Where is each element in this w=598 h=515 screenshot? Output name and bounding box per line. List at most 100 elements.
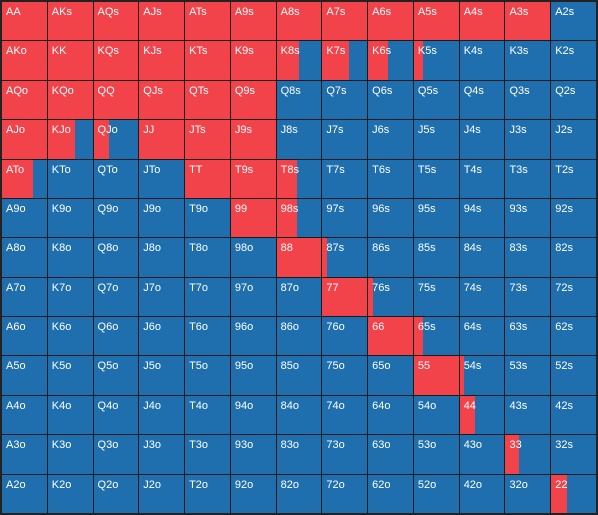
hand-cell-62s[interactable]: 62s bbox=[551, 317, 596, 356]
hand-cell-75s[interactable]: 75s bbox=[413, 277, 459, 317]
hand-cell-qjo[interactable]: QJo bbox=[93, 120, 139, 159]
hand-cell-88[interactable]: 88 bbox=[276, 238, 322, 277]
hand-cell-a7o[interactable]: A7o bbox=[2, 277, 47, 317]
hand-cell-92o[interactable]: 92o bbox=[230, 474, 276, 513]
hand-cell-j6o[interactable]: J6o bbox=[139, 317, 185, 356]
hand-cell-q8s[interactable]: Q8s bbox=[276, 80, 322, 120]
hand-cell-q3o[interactable]: Q3o bbox=[93, 435, 139, 474]
hand-cell-54o[interactable]: 54o bbox=[413, 395, 459, 435]
hand-cell-k4o[interactable]: K4o bbox=[47, 395, 93, 435]
hand-cell-ajo[interactable]: AJo bbox=[2, 120, 47, 159]
hand-cell-72s[interactable]: 72s bbox=[551, 277, 596, 317]
hand-cell-j3o[interactable]: J3o bbox=[139, 435, 185, 474]
hand-cell-q2o[interactable]: Q2o bbox=[93, 474, 139, 513]
hand-cell-a2s[interactable]: A2s bbox=[551, 2, 596, 41]
hand-cell-93o[interactable]: 93o bbox=[230, 435, 276, 474]
hand-cell-t5s[interactable]: T5s bbox=[413, 159, 459, 198]
hand-cell-a4s[interactable]: A4s bbox=[459, 2, 505, 41]
hand-cell-t2o[interactable]: T2o bbox=[185, 474, 230, 513]
hand-cell-tt[interactable]: TT bbox=[185, 159, 230, 198]
hand-cell-k5s[interactable]: K5s bbox=[413, 41, 459, 80]
hand-cell-j7s[interactable]: J7s bbox=[322, 120, 368, 159]
hand-cell-k6o[interactable]: K6o bbox=[47, 317, 93, 356]
hand-cell-k2o[interactable]: K2o bbox=[47, 474, 93, 513]
hand-cell-kk[interactable]: KK bbox=[47, 41, 93, 80]
hand-cell-94o[interactable]: 94o bbox=[230, 395, 276, 435]
hand-cell-j8o[interactable]: J8o bbox=[139, 238, 185, 277]
hand-cell-a9o[interactable]: A9o bbox=[2, 198, 47, 238]
hand-cell-a3o[interactable]: A3o bbox=[2, 435, 47, 474]
hand-cell-85o[interactable]: 85o bbox=[276, 356, 322, 395]
hand-cell-t8s[interactable]: T8s bbox=[276, 159, 322, 198]
hand-cell-96o[interactable]: 96o bbox=[230, 317, 276, 356]
hand-cell-q5o[interactable]: Q5o bbox=[93, 356, 139, 395]
hand-cell-a3s[interactable]: A3s bbox=[505, 2, 551, 41]
hand-cell-a6o[interactable]: A6o bbox=[2, 317, 47, 356]
hand-cell-kjo[interactable]: KJo bbox=[47, 120, 93, 159]
hand-cell-k7o[interactable]: K7o bbox=[47, 277, 93, 317]
hand-cell-q9s[interactable]: Q9s bbox=[230, 80, 276, 120]
hand-cell-q9o[interactable]: Q9o bbox=[93, 198, 139, 238]
hand-cell-qjs[interactable]: QJs bbox=[139, 80, 185, 120]
hand-cell-j3s[interactable]: J3s bbox=[505, 120, 551, 159]
hand-cell-52o[interactable]: 52o bbox=[413, 474, 459, 513]
hand-cell-aqo[interactable]: AQo bbox=[2, 80, 47, 120]
hand-cell-j9s[interactable]: J9s bbox=[230, 120, 276, 159]
hand-cell-q2s[interactable]: Q2s bbox=[551, 80, 596, 120]
hand-cell-97o[interactable]: 97o bbox=[230, 277, 276, 317]
hand-cell-ato[interactable]: ATo bbox=[2, 159, 47, 198]
hand-cell-63s[interactable]: 63s bbox=[505, 317, 551, 356]
hand-cell-t2s[interactable]: T2s bbox=[551, 159, 596, 198]
hand-cell-62o[interactable]: 62o bbox=[368, 474, 413, 513]
hand-cell-k7s[interactable]: K7s bbox=[322, 41, 368, 80]
hand-cell-ajs[interactable]: AJs bbox=[139, 2, 185, 41]
hand-cell-73s[interactable]: 73s bbox=[505, 277, 551, 317]
hand-cell-76s[interactable]: 76s bbox=[368, 277, 413, 317]
hand-cell-t7s[interactable]: T7s bbox=[322, 159, 368, 198]
hand-cell-74s[interactable]: 74s bbox=[459, 277, 505, 317]
hand-cell-97s[interactable]: 97s bbox=[322, 198, 368, 238]
hand-cell-32o[interactable]: 32o bbox=[505, 474, 551, 513]
hand-cell-aqs[interactable]: AQs bbox=[93, 2, 139, 41]
hand-cell-75o[interactable]: 75o bbox=[322, 356, 368, 395]
hand-cell-jts[interactable]: JTs bbox=[185, 120, 230, 159]
hand-cell-aks[interactable]: AKs bbox=[47, 2, 93, 41]
hand-cell-53o[interactable]: 53o bbox=[413, 435, 459, 474]
hand-cell-43s[interactable]: 43s bbox=[505, 395, 551, 435]
hand-cell-64s[interactable]: 64s bbox=[459, 317, 505, 356]
hand-cell-kjs[interactable]: KJs bbox=[139, 41, 185, 80]
hand-cell-a5s[interactable]: A5s bbox=[413, 2, 459, 41]
hand-cell-q4o[interactable]: Q4o bbox=[93, 395, 139, 435]
hand-cell-q7s[interactable]: Q7s bbox=[322, 80, 368, 120]
hand-cell-93s[interactable]: 93s bbox=[505, 198, 551, 238]
hand-cell-84o[interactable]: 84o bbox=[276, 395, 322, 435]
hand-cell-qq[interactable]: QQ bbox=[93, 80, 139, 120]
hand-cell-k8o[interactable]: K8o bbox=[47, 238, 93, 277]
hand-cell-t6s[interactable]: T6s bbox=[368, 159, 413, 198]
hand-cell-74o[interactable]: 74o bbox=[322, 395, 368, 435]
hand-cell-a6s[interactable]: A6s bbox=[368, 2, 413, 41]
hand-cell-53s[interactable]: 53s bbox=[505, 356, 551, 395]
hand-cell-98s[interactable]: 98s bbox=[276, 198, 322, 238]
hand-cell-j5o[interactable]: J5o bbox=[139, 356, 185, 395]
hand-cell-j2o[interactable]: J2o bbox=[139, 474, 185, 513]
hand-cell-t4s[interactable]: T4s bbox=[459, 159, 505, 198]
hand-cell-87s[interactable]: 87s bbox=[322, 238, 368, 277]
hand-cell-96s[interactable]: 96s bbox=[368, 198, 413, 238]
hand-cell-t6o[interactable]: T6o bbox=[185, 317, 230, 356]
hand-cell-qto[interactable]: QTo bbox=[93, 159, 139, 198]
hand-cell-k3s[interactable]: K3s bbox=[505, 41, 551, 80]
hand-cell-ako[interactable]: AKo bbox=[2, 41, 47, 80]
hand-cell-86o[interactable]: 86o bbox=[276, 317, 322, 356]
hand-cell-65s[interactable]: 65s bbox=[413, 317, 459, 356]
hand-cell-q6o[interactable]: Q6o bbox=[93, 317, 139, 356]
hand-cell-98o[interactable]: 98o bbox=[230, 238, 276, 277]
hand-cell-q8o[interactable]: Q8o bbox=[93, 238, 139, 277]
hand-cell-73o[interactable]: 73o bbox=[322, 435, 368, 474]
hand-cell-a5o[interactable]: A5o bbox=[2, 356, 47, 395]
hand-cell-t4o[interactable]: T4o bbox=[185, 395, 230, 435]
hand-cell-t7o[interactable]: T7o bbox=[185, 277, 230, 317]
hand-cell-a8s[interactable]: A8s bbox=[276, 2, 322, 41]
hand-cell-55[interactable]: 55 bbox=[413, 356, 459, 395]
hand-cell-j4o[interactable]: J4o bbox=[139, 395, 185, 435]
